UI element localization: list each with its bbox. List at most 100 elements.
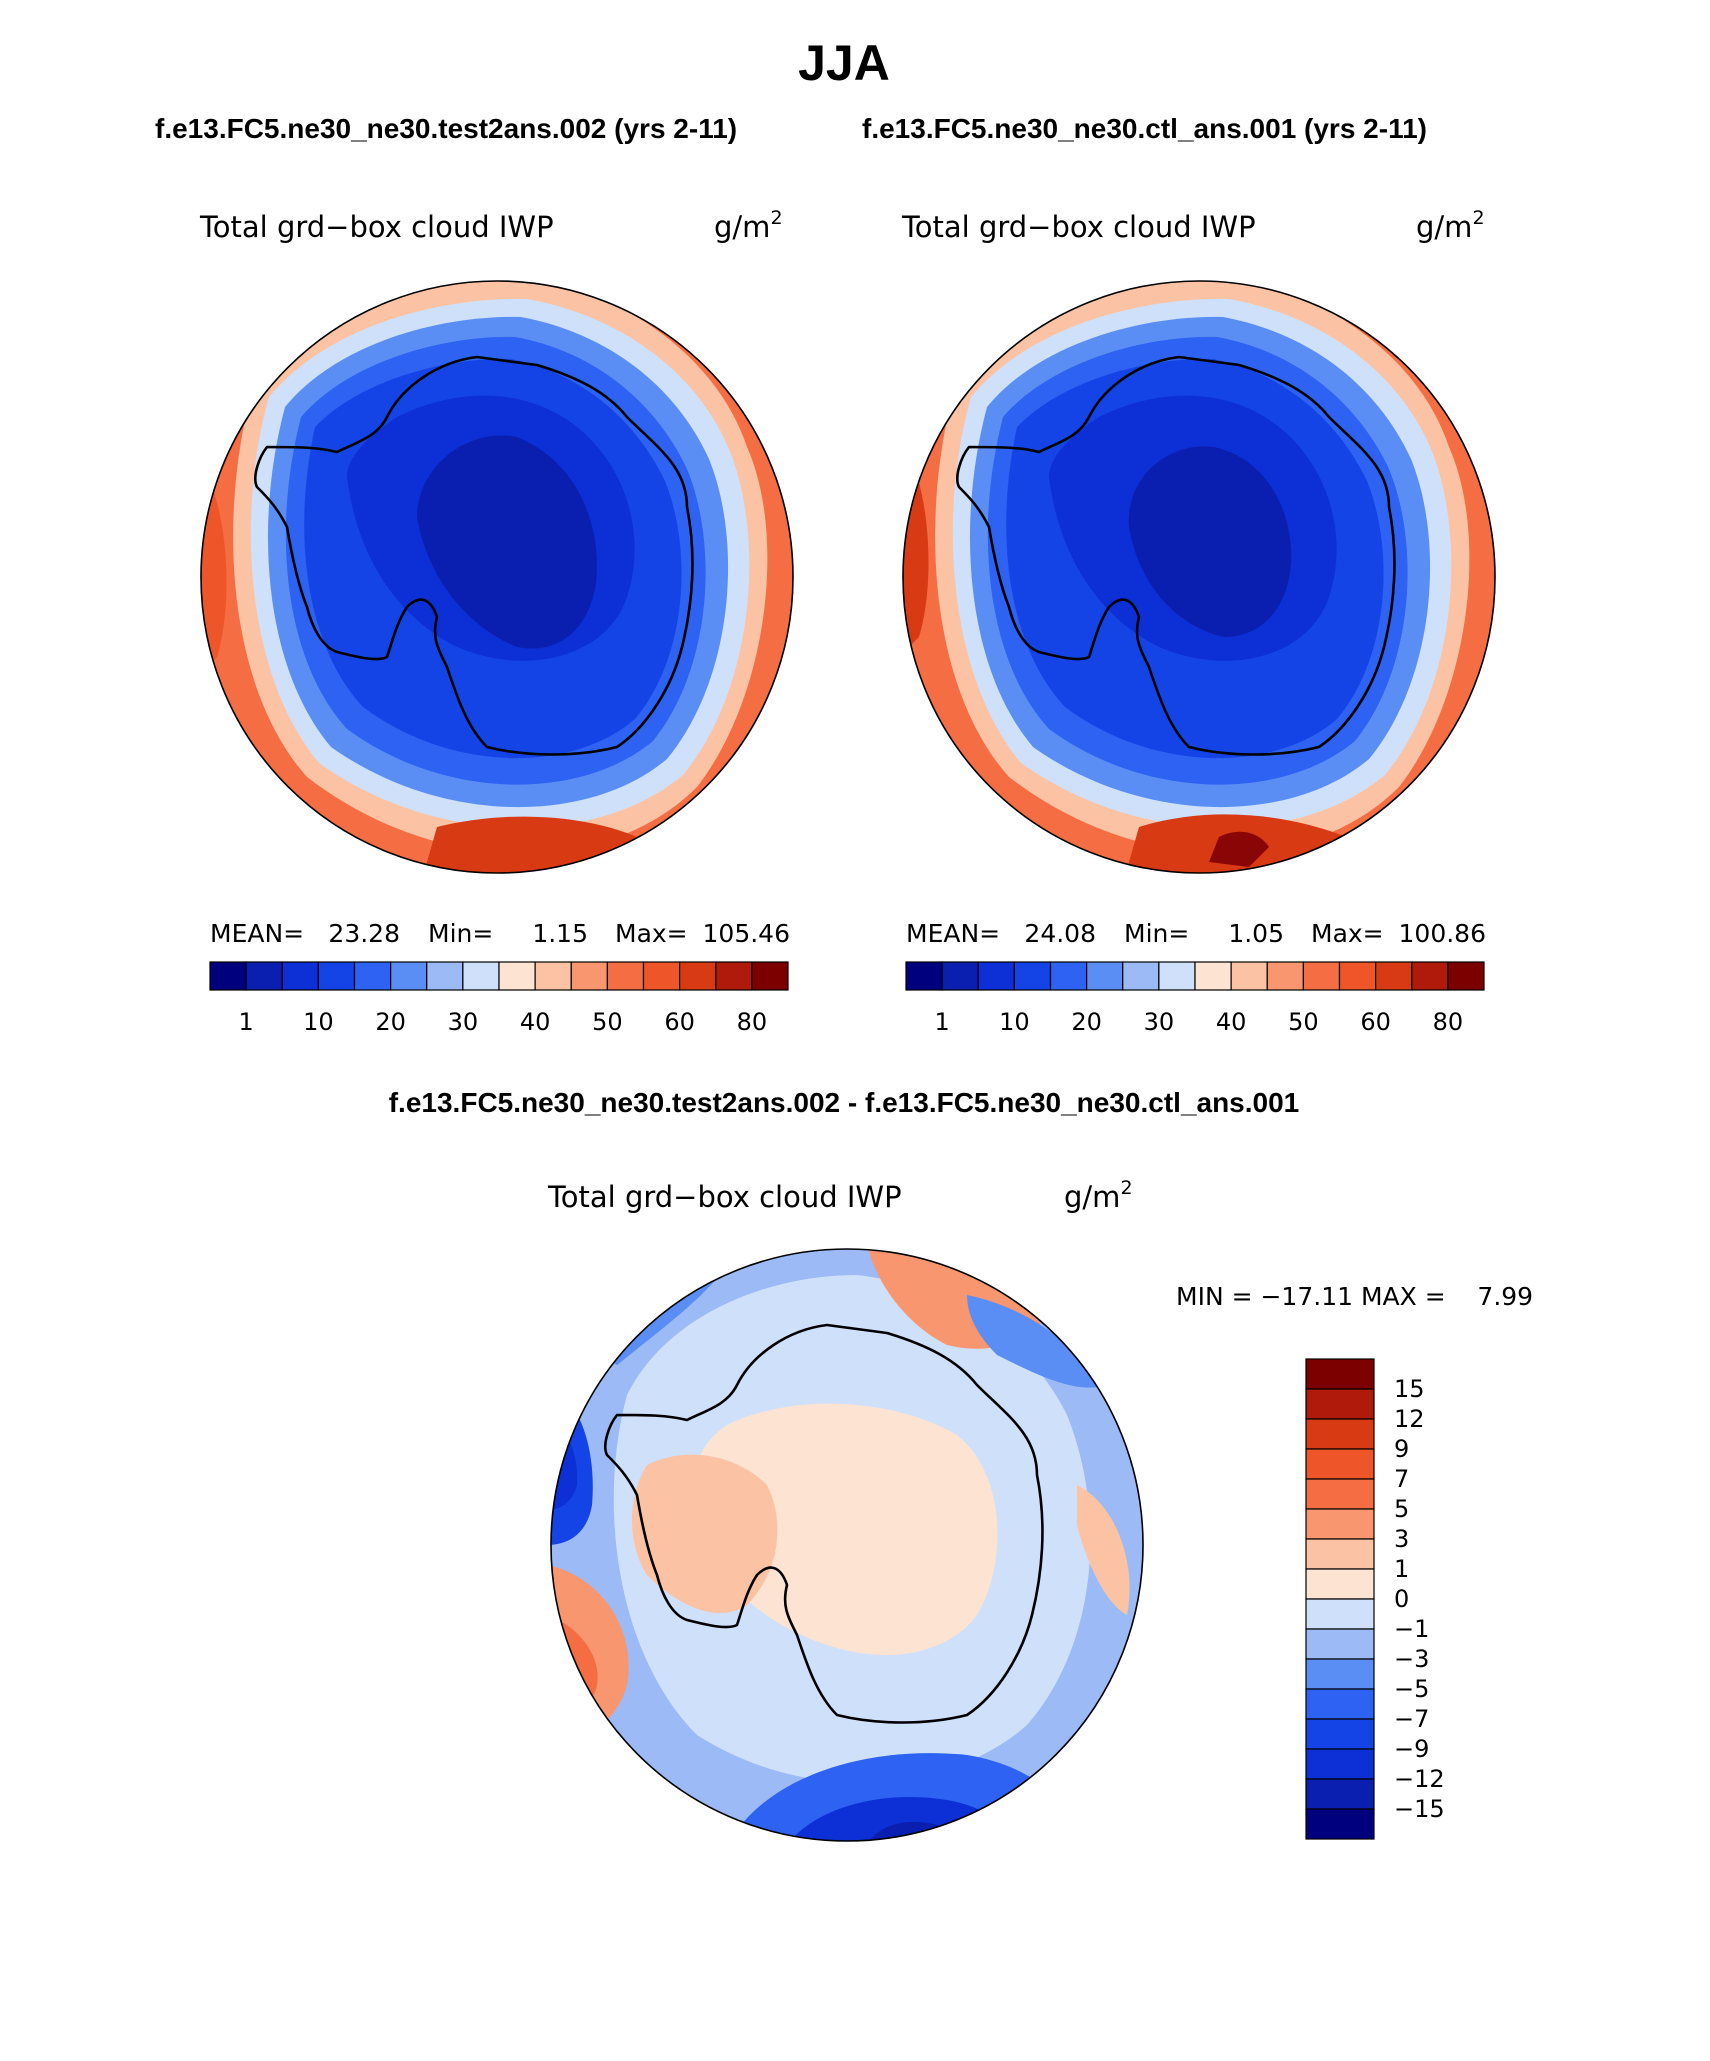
stats-right-min: 1.05 — [1228, 919, 1284, 948]
colorbar-diff-swatch — [1305, 1658, 1375, 1690]
colorbar-left-swatch — [317, 961, 356, 991]
colorbar-diff-swatch — [1305, 1478, 1375, 1510]
colorbar-diff-tick-label: 15 — [1394, 1375, 1425, 1403]
stats-left-min-label: Min= — [428, 919, 493, 948]
map-left-coastline — [254, 355, 694, 756]
panel-right-units: g/m2 — [1416, 207, 1485, 244]
colorbar-diff-swatch — [1305, 1748, 1375, 1780]
colorbar-right-swatch — [1086, 961, 1124, 991]
stats-right: MEAN= 24.08 Min= 1.05 Max= 100.86 — [906, 919, 1486, 948]
colorbar-right-swatch — [1375, 961, 1413, 991]
map-diff-field-salmon-west — [632, 1454, 778, 1614]
colorbar-diff-swatch — [1305, 1358, 1375, 1390]
colorbar-right-swatch — [905, 961, 943, 991]
colorbar-diff-tick-label: −3 — [1394, 1645, 1429, 1673]
map-left-field-center — [417, 435, 597, 649]
colorbar-diff-swatch — [1305, 1808, 1375, 1840]
panel-right-variable: Total grd−box cloud IWP — [901, 210, 1256, 244]
stats-left-mean: 23.28 — [328, 919, 400, 948]
map-diff-field-blue-ne — [967, 1295, 1107, 1388]
colorbar-right-tick-label: 20 — [1071, 1008, 1102, 1036]
colorbar-right-swatch — [1411, 961, 1449, 991]
stats-right-mean: 24.08 — [1024, 919, 1096, 948]
colorbar-diff-tick-label: 5 — [1394, 1495, 1409, 1523]
colorbar-diff-swatch — [1305, 1418, 1375, 1450]
colorbar-left-tick-label: 50 — [592, 1008, 623, 1036]
panel-right: Total grd−box cloud IWP g/m2 — [901, 207, 1496, 1036]
colorbar-left-tick-label: 80 — [737, 1008, 768, 1036]
stats-left-max: 105.46 — [703, 919, 790, 948]
colorbar-left-swatch — [751, 961, 789, 991]
colorbar-right-tick-label: 60 — [1360, 1008, 1391, 1036]
subtitle-left: f.e13.FC5.ne30_ne30.test2ans.002 (yrs 2-… — [155, 113, 737, 144]
colorbar-diff-swatch — [1305, 1508, 1375, 1540]
map-right-coastline — [956, 355, 1396, 756]
colorbar-right-tick-label: 40 — [1216, 1008, 1247, 1036]
colorbar-left-swatch — [606, 961, 645, 991]
colorbar-left-swatch — [353, 961, 392, 991]
colorbar-right-swatch — [1338, 961, 1377, 991]
map-left-field-red-s — [417, 816, 657, 873]
colorbar-diff-tick-label: −7 — [1394, 1705, 1429, 1733]
colorbar-diff-tick-label: 9 — [1394, 1435, 1409, 1463]
colorbar-diff-tick-label: −9 — [1394, 1735, 1429, 1763]
colorbar-right-swatch — [1013, 961, 1052, 991]
colorbar-left-swatch — [209, 961, 247, 991]
colorbar-left-swatch — [534, 961, 572, 991]
colorbar-right-swatch — [941, 961, 979, 991]
colorbar-left-tick-label: 40 — [520, 1008, 551, 1036]
colorbar-left-swatch — [498, 961, 536, 991]
colorbar-right: 1 10 20 30 40 50 60 80 — [905, 961, 1485, 1036]
colorbar-right-tick-label: 30 — [1144, 1008, 1175, 1036]
colorbar-diff-tick-label: 1 — [1394, 1555, 1409, 1583]
colorbar-right-swatch — [1302, 961, 1341, 991]
stats-right-max-label: Max= — [1311, 919, 1384, 948]
diff-units: g/m2 — [1064, 1177, 1133, 1214]
panel-left: Total grd−box cloud IWP g/m2 — [199, 207, 794, 1036]
map-right-rim — [902, 280, 1496, 874]
stats-left-max-label: Max= — [615, 919, 688, 948]
colorbar-left-swatch — [679, 961, 717, 991]
colorbar-diff-tick-label: −1 — [1394, 1615, 1429, 1643]
colorbar-diff-swatch — [1305, 1448, 1375, 1480]
colorbar-left-swatch — [570, 961, 608, 991]
stats-left-min: 1.15 — [532, 919, 588, 948]
colorbar-left-tick-label: 30 — [448, 1008, 479, 1036]
colorbar-right-swatch — [1158, 961, 1196, 991]
colorbar-diff-tick-label: 7 — [1394, 1465, 1409, 1493]
colorbar-left-swatch — [390, 961, 428, 991]
colorbar-left-swatch — [245, 961, 283, 991]
colorbar-left-tick-label: 20 — [375, 1008, 406, 1036]
colorbar-diff-swatch — [1305, 1628, 1375, 1660]
colorbar-left-tick-label: 1 — [238, 1008, 253, 1036]
diff-variable: Total grd−box cloud IWP — [547, 1180, 902, 1214]
panel-left-variable: Total grd−box cloud IWP — [199, 210, 554, 244]
map-diff-field-peach-center — [693, 1403, 998, 1655]
diff-subtitle: f.e13.FC5.ne30_ne30.test2ans.002 - f.e13… — [389, 1087, 1300, 1118]
colorbar-left-swatch — [715, 961, 753, 991]
colorbar-right-tick-label: 50 — [1288, 1008, 1319, 1036]
colorbar-diff-tick-label: 3 — [1394, 1525, 1409, 1553]
map-left — [200, 280, 794, 874]
diff-minmax: MIN = −17.11 MAX = 7.99 — [1176, 1282, 1533, 1311]
map-diff-rim — [550, 1248, 1144, 1842]
colorbar-diff-tick-label: −12 — [1394, 1765, 1445, 1793]
subtitle-right: f.e13.FC5.ne30_ne30.ctl_ans.001 (yrs 2-1… — [862, 113, 1427, 144]
colorbar-diff-swatch — [1305, 1388, 1375, 1420]
colorbar-diff-tick-label: −5 — [1394, 1675, 1429, 1703]
colorbar-left-swatch — [426, 961, 464, 991]
colorbar-right-swatch — [1447, 961, 1485, 991]
colorbar-diff-tick-label: 12 — [1394, 1405, 1425, 1433]
colorbar-left-swatch — [642, 961, 681, 991]
panel-diff: f.e13.FC5.ne30_ne30.test2ans.002 - f.e13… — [389, 1087, 1533, 1842]
map-diff-field-orange-e — [1077, 1485, 1130, 1615]
colorbar-right-swatch — [1230, 961, 1268, 991]
colorbar-right-tick-label: 1 — [934, 1008, 949, 1036]
colorbar-diff-swatch — [1305, 1538, 1375, 1570]
colorbar-diff-swatch — [1305, 1688, 1375, 1720]
colorbar-right-swatch — [1266, 961, 1304, 991]
panel-left-units: g/m2 — [714, 207, 783, 244]
stats-right-mean-label: MEAN= — [906, 919, 1000, 948]
